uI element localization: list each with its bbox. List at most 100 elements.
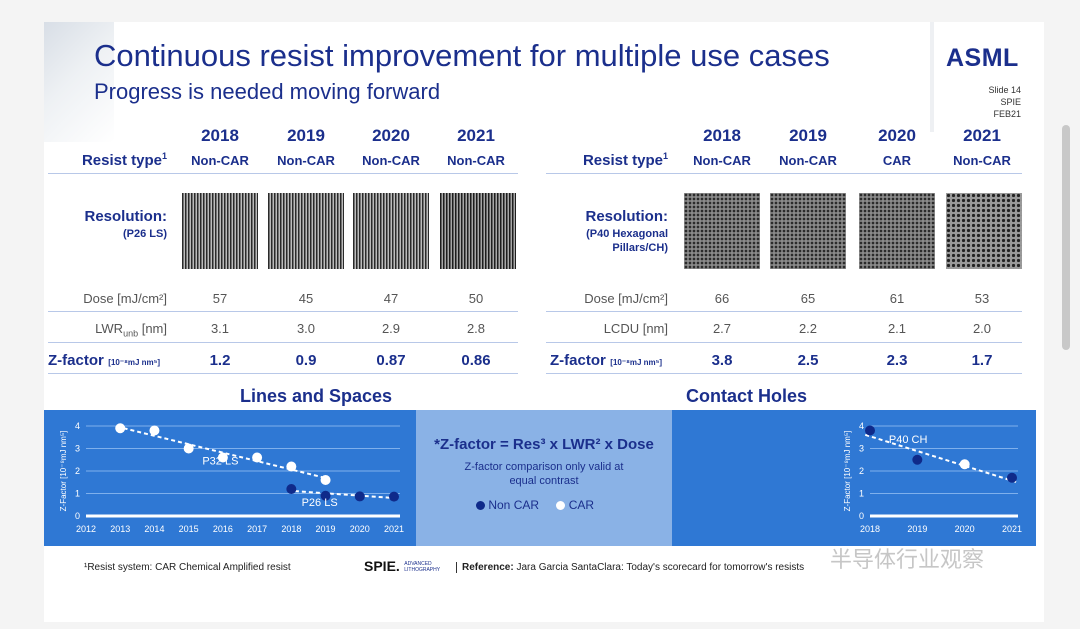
spie-logo: SPIE. ADVANCED LITHOGRAPHY — [364, 558, 441, 574]
y-tick-label: 3 — [75, 444, 80, 454]
chart-panel-right: 0 1 2 3 4 2018 2019 2020 2021 Z-Factor [10⁻⁸mJ nm… — [672, 410, 1036, 546]
left-lwr: 3.0 — [296, 321, 316, 336]
right-resist: Non-CAR — [693, 153, 751, 168]
watermark: 半导体行业观察 — [830, 547, 985, 572]
y-axis-label: Z-Factor [10⁻⁸mJ nm⁵] — [59, 431, 68, 512]
y-tick-label: 2 — [859, 466, 864, 476]
left-resist: Non-CAR — [447, 153, 505, 168]
sem-image-ls-2019 — [268, 193, 344, 269]
y-tick-label: 4 — [75, 421, 80, 431]
right-resist: CAR — [882, 153, 912, 168]
right-dose: 65 — [800, 291, 816, 306]
left-dose: 50 — [468, 291, 484, 306]
slide: Continuous resist improvement for multip… — [44, 22, 1044, 622]
y-tick-label: 0 — [75, 511, 80, 521]
right-zfactor: 2.5 — [797, 352, 819, 369]
right-year: 2020 — [878, 126, 916, 145]
left-zfactor: 0.9 — [295, 352, 317, 369]
car-data-point — [252, 452, 263, 463]
trend-line — [864, 433, 1018, 484]
section-title-contact-holes: Contact Holes — [686, 386, 808, 406]
right-dose: 53 — [974, 291, 990, 306]
left-year: 2019 — [287, 126, 325, 145]
chart-panel-left: 0 1 2 3 4 2012 2013 2014 2015 2016 2017 2018 2019 202… — [44, 410, 416, 546]
legend-noncar-marker — [476, 501, 485, 511]
y-tick-label: 0 — [859, 511, 864, 521]
right-resolution-sub: Pillars/CH) — [612, 242, 668, 254]
right-lcdu: 2.7 — [712, 321, 732, 336]
contact-holes-chart: 0 1 2 3 4 2018 2019 2020 2021 Z-Factor [10⁻⁸mJ nm… — [843, 421, 1022, 534]
scrollbar[interactable] — [1062, 125, 1070, 350]
event-label: SPIE FEB21 — [993, 97, 1021, 119]
right-year: 2019 — [789, 126, 827, 145]
chart-annotation: P40 CH — [889, 434, 928, 446]
right-zfactor: 3.8 — [711, 352, 733, 369]
divider — [546, 173, 1022, 174]
right-lcdu-label: LCDU [nm] — [603, 321, 668, 336]
reference: Reference: Jara Garcia SantaClara: Today… — [456, 562, 804, 573]
right-resist: Non-CAR — [953, 153, 1011, 168]
left-lwr: 2.8 — [466, 321, 486, 336]
noncar-data-point — [912, 454, 923, 465]
sem-image-ls-2020 — [353, 193, 429, 269]
left-zfactor: 0.87 — [376, 352, 406, 369]
legend-noncar-label: Non CAR — [488, 498, 540, 512]
x-tick-label: 2016 — [213, 524, 233, 534]
divider — [48, 373, 518, 374]
right-resolution-label: Resolution: — [585, 208, 669, 225]
car-data-point — [217, 452, 228, 463]
trend-line — [287, 489, 398, 500]
left-dose-label: Dose [mJ/cm²] — [83, 291, 167, 306]
car-data-point — [286, 461, 297, 472]
formula-note: equal contrast — [509, 475, 579, 487]
x-tick-label: 2018 — [281, 524, 301, 534]
corner-gradient — [44, 22, 114, 142]
right-resist: Non-CAR — [779, 153, 837, 168]
left-year: 2021 — [457, 126, 495, 145]
legend-car-label: CAR — [568, 498, 595, 512]
car-data-point — [115, 423, 126, 434]
formula-note: Z-factor comparison only valid at — [464, 461, 624, 473]
right-zfactor: 1.7 — [971, 352, 993, 369]
x-tick-label: 2017 — [247, 524, 267, 534]
sem-image-ls-2021 — [440, 193, 516, 269]
x-tick-label: 2013 — [110, 524, 130, 534]
right-year: 2018 — [703, 126, 741, 145]
chart-annotation: P32 LS — [202, 455, 238, 467]
right-zfactor: 2.3 — [886, 352, 908, 369]
noncar-data-point — [1007, 472, 1017, 483]
left-resist-label: Resist type1 — [81, 151, 167, 169]
slide-title: Continuous resist improvement for multip… — [94, 38, 830, 73]
divider — [48, 173, 518, 174]
divider — [546, 311, 1022, 312]
y-axis-label: Z-Factor [10⁻⁸mJ nm⁵] — [843, 431, 852, 512]
divider — [48, 311, 518, 312]
left-lwr: 2.9 — [381, 321, 401, 336]
right-resist-label: Resist type1 — [582, 151, 668, 169]
left-resist: Non-CAR — [362, 153, 420, 168]
x-tick-label: 2019 — [316, 524, 336, 534]
divider — [546, 373, 1022, 374]
y-tick-label: 4 — [859, 421, 864, 431]
left-lwr: 3.1 — [210, 321, 230, 336]
right-lcdu: 2.2 — [798, 321, 818, 336]
car-data-point — [183, 443, 194, 454]
sem-image-ch-2021 — [946, 193, 1022, 269]
sem-image-ch-2020 — [859, 193, 935, 269]
left-year: 2018 — [201, 126, 239, 145]
sem-image-ch-2018 — [684, 193, 760, 269]
left-lwr-label: LWRunb [nm] — [95, 321, 167, 339]
sem-image-ch-2019 — [770, 193, 846, 269]
y-tick-label: 2 — [75, 466, 80, 476]
slide-subtitle: Progress is needed moving forward — [94, 79, 441, 104]
legend: Non CAR CAR — [476, 498, 594, 512]
car-data-point — [959, 459, 970, 470]
left-zfactor-label: Z-factor [10⁻⁸mJ nm⁵] — [48, 352, 161, 369]
x-tick-label: 2014 — [144, 524, 164, 534]
right-year: 2021 — [963, 126, 1001, 145]
x-tick-label: 2015 — [179, 524, 199, 534]
left-zfactor: 1.2 — [209, 352, 231, 369]
divider — [546, 342, 1022, 343]
left-dose: 57 — [212, 291, 228, 306]
x-tick-label: 2012 — [76, 524, 96, 534]
